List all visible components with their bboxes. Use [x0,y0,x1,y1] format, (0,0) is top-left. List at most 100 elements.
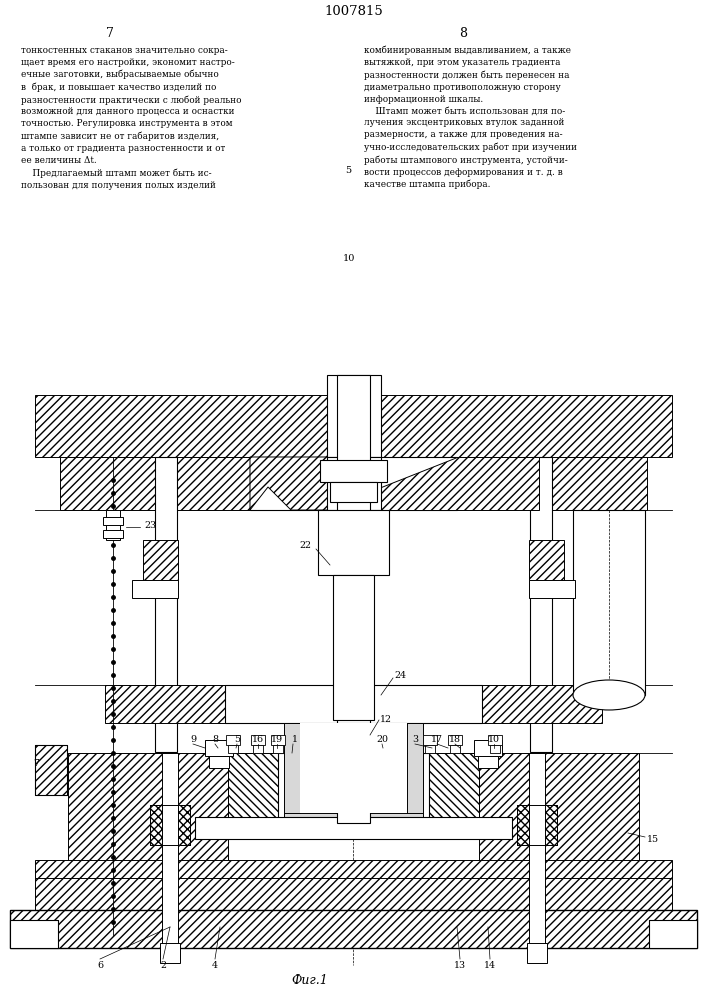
Bar [482,685,602,723]
Bar [649,920,697,948]
Bar [649,920,697,948]
Bar [320,460,387,482]
Bar [250,457,457,510]
Bar [35,875,672,943]
Bar [225,685,482,723]
Text: 3: 3 [412,734,418,744]
Ellipse shape [573,680,645,710]
Text: 8: 8 [459,27,467,40]
Bar [10,910,697,948]
Text: 7: 7 [33,758,39,768]
Text: 1: 1 [292,734,298,744]
Bar [517,805,557,845]
Bar [228,745,238,753]
Bar [457,457,539,510]
Bar [327,457,381,510]
Bar [488,735,502,745]
Text: 19: 19 [271,734,283,744]
Text: 8: 8 [212,734,218,744]
Bar [105,685,225,723]
Bar [333,575,374,720]
Text: 13: 13 [454,960,466,970]
Bar [529,580,575,598]
Bar [155,457,177,752]
Bar [337,375,370,730]
Bar [10,910,697,948]
Polygon shape [381,457,539,510]
Bar [253,745,263,753]
Bar [284,813,423,827]
Bar [226,735,240,745]
Bar [539,457,647,510]
Text: 10: 10 [342,254,355,263]
Bar [68,753,228,873]
Bar [150,805,190,845]
Text: 15: 15 [647,836,659,844]
Bar [195,817,512,839]
Bar [143,540,178,580]
Text: 6: 6 [97,960,103,970]
Bar [448,735,462,745]
Bar [160,943,180,963]
Bar [479,753,639,873]
Bar [529,540,564,580]
Bar [529,753,545,948]
Bar [35,395,672,457]
Text: 24: 24 [394,670,406,680]
Text: 12: 12 [380,716,392,724]
Bar [300,723,407,813]
Bar [327,375,381,457]
Bar [573,510,645,695]
Bar [35,860,672,878]
Bar [10,920,58,948]
Bar [106,510,120,540]
Bar [423,735,437,745]
Text: 9: 9 [190,734,196,744]
Text: 10: 10 [488,734,500,744]
Bar [60,457,168,510]
Bar [407,723,423,823]
Bar [205,740,233,756]
Text: 18: 18 [449,734,461,744]
Text: 1007815: 1007815 [324,5,383,18]
Text: 20: 20 [376,734,388,744]
Bar [517,805,557,845]
Text: Фиг.1: Фиг.1 [291,974,328,986]
Bar [168,457,250,510]
Text: 4: 4 [212,960,218,970]
Bar [103,530,123,538]
Bar [132,580,178,598]
Bar [209,756,229,768]
Text: комбинированным выдавливанием, а также
вытяжкой, при этом указатель градиента
ра: комбинированным выдавливанием, а также в… [364,46,577,189]
Bar [273,745,283,753]
Text: 16: 16 [252,734,264,744]
Polygon shape [250,457,328,510]
Bar [278,753,429,823]
Bar [103,517,123,525]
Bar [450,745,460,753]
Bar [337,723,370,823]
Bar [228,753,278,823]
Text: 17: 17 [431,734,443,744]
Bar [318,510,389,575]
Bar [530,457,552,752]
Text: тонкостенных стаканов значительно сокра-
щает время его настройки, экономит наст: тонкостенных стаканов значительно сокра-… [21,46,242,190]
Bar [228,753,278,823]
Bar [10,920,58,948]
Bar [429,753,479,823]
Bar [284,723,300,823]
Bar [251,735,265,745]
Bar [35,745,67,795]
Text: 22: 22 [299,540,311,550]
Text: 2: 2 [160,960,166,970]
Text: 23: 23 [144,520,156,530]
Bar [425,745,435,753]
Bar [478,756,498,768]
Text: 5: 5 [234,734,240,744]
Text: 5: 5 [346,166,351,175]
Bar [527,943,547,963]
Bar [490,745,500,753]
Bar [330,482,377,502]
Bar [162,753,178,948]
Text: 14: 14 [484,960,496,970]
